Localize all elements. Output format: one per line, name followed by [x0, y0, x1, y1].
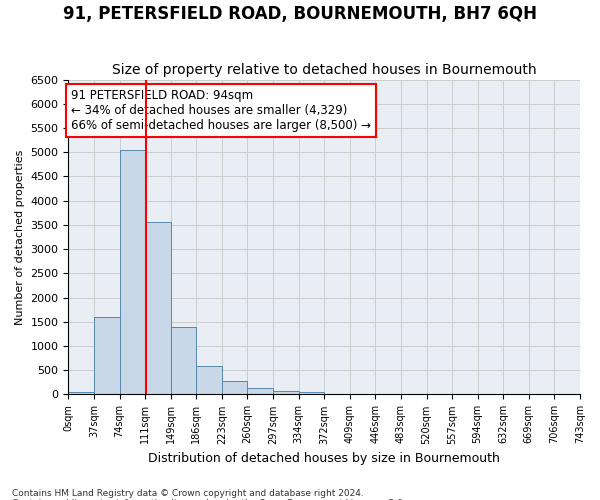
Title: Size of property relative to detached houses in Bournemouth: Size of property relative to detached ho… [112, 63, 536, 77]
Text: Contains public sector information licensed under the Open Government Licence v3: Contains public sector information licen… [12, 498, 406, 500]
Bar [171, 326, 196, 394]
Bar [68, 392, 94, 394]
Bar [119, 150, 145, 394]
Bar [247, 388, 273, 394]
Text: 91, PETERSFIELD ROAD, BOURNEMOUTH, BH7 6QH: 91, PETERSFIELD ROAD, BOURNEMOUTH, BH7 6… [63, 5, 537, 23]
Bar [145, 222, 171, 394]
Text: Contains HM Land Registry data © Crown copyright and database right 2024.: Contains HM Land Registry data © Crown c… [12, 488, 364, 498]
Bar [196, 366, 222, 394]
Bar [94, 317, 119, 394]
Bar [299, 392, 324, 394]
Y-axis label: Number of detached properties: Number of detached properties [15, 150, 25, 324]
X-axis label: Distribution of detached houses by size in Bournemouth: Distribution of detached houses by size … [148, 452, 500, 465]
Text: 91 PETERSFIELD ROAD: 94sqm
← 34% of detached houses are smaller (4,329)
66% of s: 91 PETERSFIELD ROAD: 94sqm ← 34% of deta… [71, 89, 371, 132]
Bar [273, 390, 299, 394]
Bar [222, 382, 247, 394]
